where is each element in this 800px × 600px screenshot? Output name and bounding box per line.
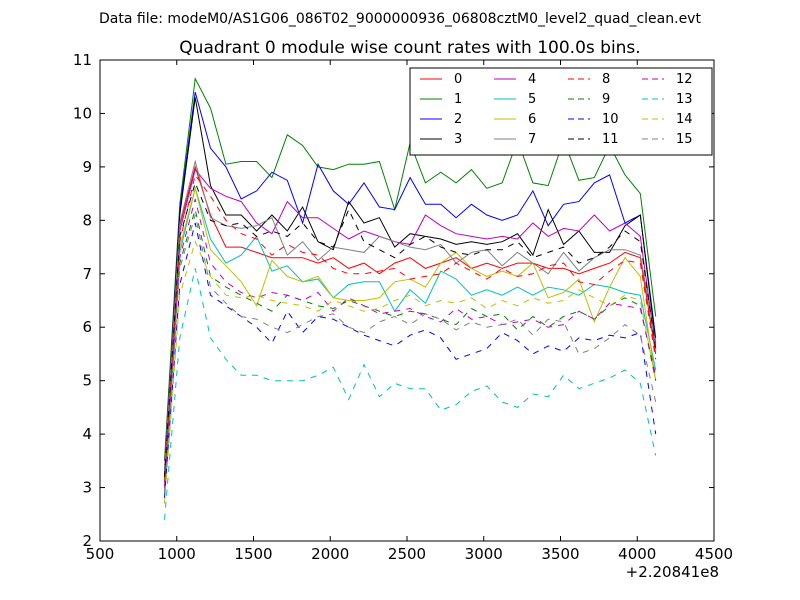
legend-label-7: 7 xyxy=(528,132,536,147)
legend-label-3: 3 xyxy=(454,132,462,147)
y-tick-label: 7 xyxy=(82,265,92,283)
legend-label-4: 4 xyxy=(528,72,536,87)
series-line-7 xyxy=(164,159,657,472)
legend-label-14: 14 xyxy=(676,112,693,127)
x-tick-label: 3000 xyxy=(465,545,503,563)
legend-label-0: 0 xyxy=(454,72,462,87)
series-lines xyxy=(164,77,657,520)
y-tick-label: 8 xyxy=(82,211,92,229)
x-tick-label: 4500 xyxy=(695,545,733,563)
legend-label-6: 6 xyxy=(528,112,536,127)
y-tick-label: 11 xyxy=(73,51,92,69)
x-tick-label: 1500 xyxy=(234,545,272,563)
series-line-12 xyxy=(164,198,657,488)
legend-label-13: 13 xyxy=(676,92,693,107)
series-line-2 xyxy=(164,91,657,472)
legend-label-9: 9 xyxy=(602,92,610,107)
legend-label-2: 2 xyxy=(454,112,462,127)
legend-label-8: 8 xyxy=(602,72,610,87)
y-tick-label: 4 xyxy=(82,425,92,443)
chart-title: Quadrant 0 module wise count rates with … xyxy=(179,38,640,58)
legend-frame xyxy=(409,67,713,156)
legend-label-15: 15 xyxy=(676,132,693,147)
plot-area: 500 1000 1500 2000 2500 3000 3500 4000 4500 2 3 4 5 6… xyxy=(73,51,733,563)
axis-ticks: 500 1000 1500 2000 2500 3000 3500 4000 4500 2 3 4 5 6… xyxy=(73,51,733,563)
y-tick-label: 10 xyxy=(73,104,92,122)
y-tick-label: 6 xyxy=(82,318,92,336)
series-line-10 xyxy=(164,222,657,499)
series-line-0 xyxy=(164,165,657,477)
x-tick-label: 4000 xyxy=(618,545,656,563)
y-tick-label: 2 xyxy=(82,532,92,550)
series-line-14 xyxy=(164,240,657,504)
x-tick-label: 2000 xyxy=(311,545,349,563)
series-line-8 xyxy=(164,173,657,483)
legend-label-12: 12 xyxy=(676,72,693,87)
y-tick-label: 3 xyxy=(82,479,92,497)
x-tick-label: 1000 xyxy=(158,545,196,563)
y-tick-label: 5 xyxy=(82,372,92,390)
x-tick-label: 3500 xyxy=(541,545,579,563)
legend-label-1: 1 xyxy=(454,92,462,107)
x-tick-label: 500 xyxy=(86,545,115,563)
series-line-5 xyxy=(164,186,657,488)
y-tick-label: 9 xyxy=(82,158,92,176)
series-line-4 xyxy=(164,168,657,477)
legend-label-5: 5 xyxy=(528,92,536,107)
x-offset-label: +2.20841e8 xyxy=(626,563,719,581)
x-tick-label: 2500 xyxy=(388,545,426,563)
series-line-11 xyxy=(164,181,657,477)
figure-suptitle: Data file: modeM0/AS1G06_086T02_90000009… xyxy=(99,11,701,27)
series-line-3 xyxy=(164,97,657,472)
legend-label-11: 11 xyxy=(602,132,619,147)
series-line-13 xyxy=(164,268,657,520)
series-line-9 xyxy=(164,207,657,493)
legend-label-10: 10 xyxy=(602,112,619,127)
